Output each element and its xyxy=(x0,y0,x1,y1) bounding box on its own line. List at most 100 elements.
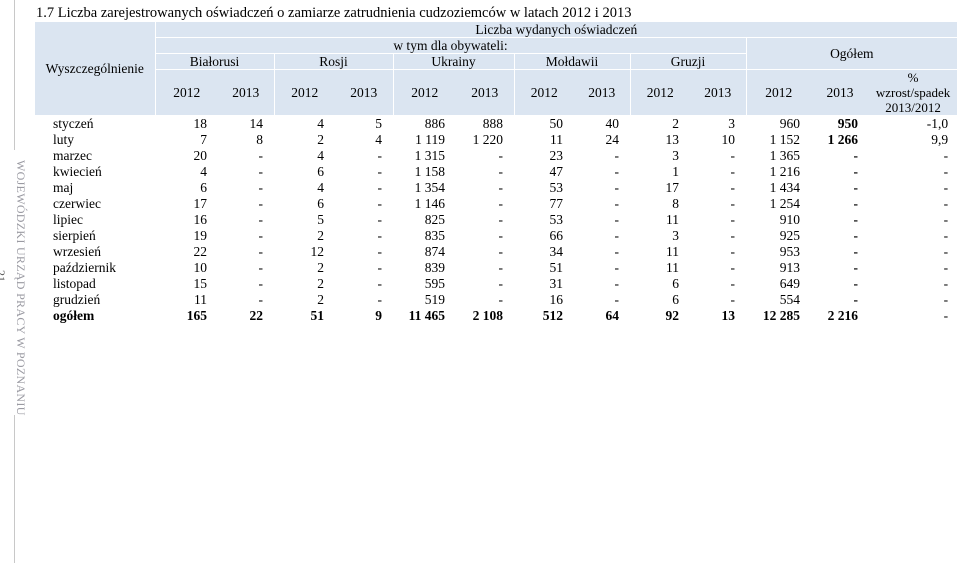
value-cell: - xyxy=(498,243,504,259)
value-cell: 92 xyxy=(665,307,680,323)
value-cell: 4 xyxy=(317,147,324,163)
year-header: 2012 xyxy=(155,69,218,115)
value-cell: 11 xyxy=(666,259,679,275)
value-cell: - xyxy=(377,227,383,243)
page-number: 21 xyxy=(0,270,8,282)
value-cell: 11 xyxy=(666,211,679,227)
country-header: Białorusi xyxy=(155,53,275,70)
value-cell: 1 354 xyxy=(414,179,445,195)
value-cell: 1 158 xyxy=(414,163,445,179)
value-cell: - xyxy=(258,195,264,211)
value-cell: - xyxy=(853,243,859,259)
country-header: Ukrainy xyxy=(393,53,515,70)
value-cell: - xyxy=(614,211,620,227)
value-cell: 874 xyxy=(424,243,445,259)
country-header: Mołdawii xyxy=(514,53,631,70)
year-header: 2013 xyxy=(218,69,275,115)
pct-header-line: 2013/2012 xyxy=(885,100,941,115)
value-cell: 649 xyxy=(779,275,800,291)
value-cell: 19 xyxy=(193,227,208,243)
value-cell: 77 xyxy=(549,195,564,211)
value-cell: 16 xyxy=(193,211,208,227)
value-cell: 4 xyxy=(317,115,324,131)
year-header: 2013 xyxy=(574,69,631,115)
value-cell: 953 xyxy=(779,243,800,259)
value-cell: 960 xyxy=(779,115,800,131)
pct-change-cell: - xyxy=(943,195,949,211)
value-cell: 835 xyxy=(424,227,445,243)
value-cell: - xyxy=(853,163,859,179)
table-row: kwiecień 4 - 6 - 1 158 - 47 - 1 - 1 216 - - xyxy=(35,163,957,179)
value-cell: 11 465 xyxy=(408,307,445,323)
value-cell: 8 xyxy=(672,195,679,211)
table-row: październik 10 - 2 - 839 - 51 - 11 - 913 - - xyxy=(35,259,957,275)
pct-change-cell: - xyxy=(943,243,949,259)
year-header: 2013 xyxy=(456,69,515,115)
value-cell: 5 xyxy=(375,115,382,131)
country-header: Rosji xyxy=(274,53,394,70)
value-cell: - xyxy=(498,259,504,275)
value-cell: 31 xyxy=(549,275,564,291)
value-cell: - xyxy=(614,179,620,195)
value-cell: 519 xyxy=(424,291,445,307)
value-cell: 6 xyxy=(317,195,324,211)
pct-header-line: % xyxy=(907,70,919,85)
value-cell: 10 xyxy=(721,131,736,147)
year-header: 2013 xyxy=(690,69,747,115)
value-cell: 3 xyxy=(728,115,735,131)
value-cell: 839 xyxy=(424,259,445,275)
value-cell: - xyxy=(377,147,383,163)
value-cell: 5 xyxy=(317,211,324,227)
value-cell: 51 xyxy=(310,307,325,323)
value-cell: 1 266 xyxy=(827,131,858,147)
value-cell: 2 xyxy=(317,259,324,275)
value-cell: 1 434 xyxy=(769,179,800,195)
value-cell: - xyxy=(498,195,504,211)
value-cell: - xyxy=(614,243,620,259)
month-label: luty xyxy=(53,131,75,147)
value-cell: 14 xyxy=(249,115,264,131)
value-cell: - xyxy=(377,163,383,179)
table-row: grudzień 11 - 2 - 519 - 16 - 6 - 554 - - xyxy=(35,291,957,307)
statements-table: Wyszczególnienie Liczba wydanych oświadc… xyxy=(35,22,958,323)
value-cell: - xyxy=(853,195,859,211)
value-cell: 1 220 xyxy=(472,131,503,147)
value-cell: 53 xyxy=(549,179,564,195)
year-header: 2012 xyxy=(274,69,335,115)
table-row: luty 7 8 2 4 1 119 1 220 11 24 13 10 1 152 1 266 9,9 xyxy=(35,131,957,147)
value-cell: 22 xyxy=(193,243,208,259)
value-cell: 1 146 xyxy=(414,195,445,211)
value-cell: - xyxy=(258,147,264,163)
value-cell: 1 152 xyxy=(769,131,800,147)
table-body: styczeń 18 14 4 5 886 888 50 40 2 3 960 950 -1,0 luty 7… xyxy=(35,115,957,323)
value-cell: 554 xyxy=(779,291,800,307)
pct-change-cell: - xyxy=(943,291,949,307)
value-cell: - xyxy=(730,163,736,179)
sidebar-rule-bottom xyxy=(14,415,15,563)
value-cell: - xyxy=(258,243,264,259)
subgroup-header: w tym dla obywateli: xyxy=(155,37,747,54)
value-cell: 20 xyxy=(193,147,208,163)
table-header: Wyszczególnienie Liczba wydanych oświadc… xyxy=(35,22,958,115)
value-cell: - xyxy=(730,291,736,307)
value-cell: - xyxy=(730,227,736,243)
year-header: 2012 xyxy=(746,69,811,115)
value-cell: - xyxy=(614,163,620,179)
group-header: Liczba wydanych oświadczeń xyxy=(155,22,958,38)
value-cell: 925 xyxy=(779,227,800,243)
table-row: czerwiec 17 - 6 - 1 146 - 77 - 8 - 1 254 - - xyxy=(35,195,957,211)
value-cell: 886 xyxy=(424,115,445,131)
value-cell: - xyxy=(730,211,736,227)
value-cell: 6 xyxy=(672,291,679,307)
value-cell: 6 xyxy=(200,179,207,195)
value-cell: - xyxy=(730,243,736,259)
value-cell: 1 365 xyxy=(769,147,800,163)
value-cell: 15 xyxy=(193,275,208,291)
month-label: styczeń xyxy=(53,115,94,131)
value-cell: 1 254 xyxy=(769,195,800,211)
month-label: czerwiec xyxy=(53,195,101,211)
value-cell: - xyxy=(614,291,620,307)
value-cell: 825 xyxy=(424,211,445,227)
value-cell: - xyxy=(498,179,504,195)
value-cell: 40 xyxy=(605,115,620,131)
